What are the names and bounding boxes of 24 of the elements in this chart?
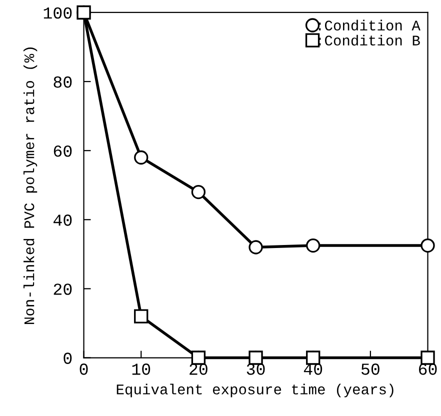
y-tick-label: 80 — [54, 76, 72, 88]
point — [248, 350, 263, 365]
x-axis-title: Equivalent exposure time (years) — [116, 384, 394, 398]
legend-label: :Condition A — [318, 20, 420, 31]
point — [134, 309, 148, 324]
point — [134, 150, 148, 165]
point — [191, 184, 206, 200]
point — [306, 350, 320, 365]
point — [420, 350, 435, 365]
y-tick-label: 100 — [44, 7, 72, 19]
y-tick-label: 40 — [54, 214, 72, 226]
x-tick-label: 50 — [361, 364, 380, 375]
y-tick-label: 20 — [54, 284, 72, 295]
point — [306, 238, 320, 253]
y-tick-label: 60 — [54, 145, 72, 157]
x-tick-label: 10 — [132, 364, 150, 375]
point — [76, 5, 91, 20]
legend-label: :Condition B — [318, 34, 420, 46]
y-tick-label: 0 — [64, 352, 72, 364]
x-tick-label: 0 — [80, 364, 88, 375]
y-axis-title: Non-linked PVC polymer ratio (%) — [24, 48, 38, 324]
point — [420, 238, 435, 253]
point — [191, 350, 206, 365]
point — [248, 240, 263, 254]
